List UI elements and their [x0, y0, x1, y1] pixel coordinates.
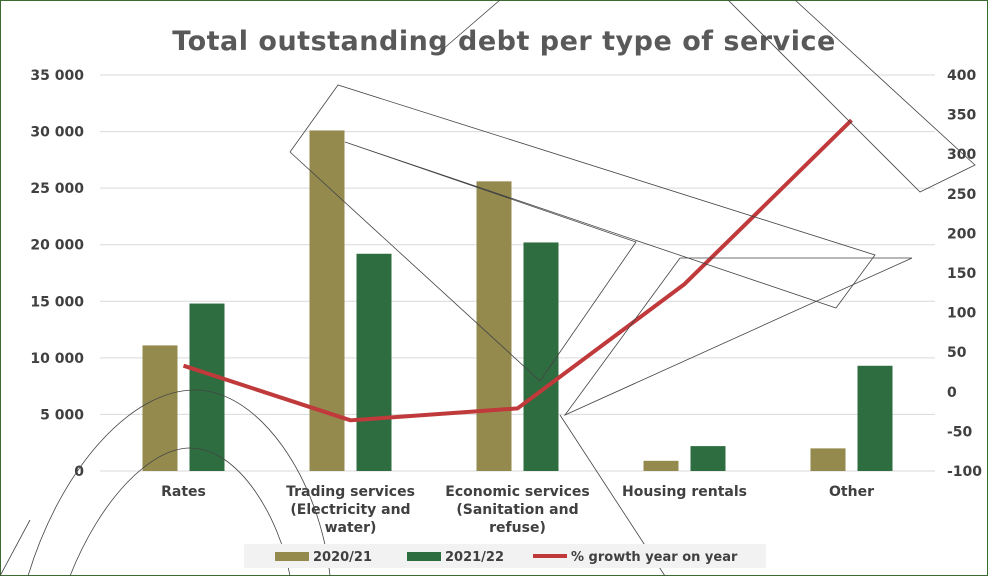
category-label: water)	[325, 520, 377, 536]
outline-arc	[27, 389, 331, 576]
left-axis-tick-label: 5 000	[40, 407, 84, 423]
bar	[523, 242, 559, 471]
category-label: refuse)	[489, 520, 546, 536]
bar	[309, 130, 345, 471]
left-axis-tick-label: 25 000	[30, 181, 84, 197]
bar	[810, 448, 846, 471]
left-axis-tick-label: 15 000	[30, 294, 84, 310]
left-axis-ticks: 0 5 000 10 000 15 000 20 000 25 000 30 000 35 0…	[30, 68, 84, 480]
right-axis-tick-label: -50	[947, 424, 973, 440]
right-axis-tick-label: 300	[947, 147, 976, 163]
outline-line	[441, 0, 501, 51]
category-label: Rates	[161, 484, 206, 500]
growth-line-path	[182, 118, 853, 423]
category-label: Housing rentals	[622, 484, 747, 500]
category-label: Trading services	[286, 484, 415, 500]
outline-shape	[289, 84, 876, 382]
outline-line	[0, 519, 31, 576]
right-axis-tick-label: 400	[947, 68, 976, 84]
legend-label: % growth year on year	[571, 550, 738, 565]
legend-box	[244, 544, 766, 568]
legend-label: 2020/21	[313, 550, 372, 565]
legend-swatch	[275, 552, 309, 561]
bar	[643, 460, 679, 471]
category-label: (Sanitation and	[456, 502, 578, 518]
right-axis-tick-label: 150	[947, 266, 976, 282]
bar	[857, 365, 893, 471]
outline-shape	[563, 257, 913, 416]
bar	[356, 253, 392, 471]
category-label: Other	[829, 484, 874, 500]
chart-title: Total outstanding debt per type of servi…	[172, 26, 836, 57]
bar	[690, 446, 726, 471]
right-axis-tick-label: 0	[947, 385, 957, 401]
right-axis-tick-label: 50	[947, 345, 967, 361]
category-labels: Rates Trading services (Electricity and wat…	[161, 484, 874, 536]
left-axis-tick-label: 30 000	[30, 125, 84, 141]
legend: 2020/21 2021/22 % growth year on year	[244, 544, 766, 568]
growth-line	[182, 118, 853, 423]
left-axis-tick-label: 10 000	[30, 351, 84, 367]
right-axis-tick-label: 200	[947, 226, 976, 242]
left-axis-tick-label: 20 000	[30, 238, 84, 254]
legend-swatch	[407, 552, 441, 561]
right-axis-tick-label: 350	[947, 108, 976, 124]
bar	[189, 303, 225, 471]
bar	[142, 345, 178, 471]
right-axis-tick-label: -100	[947, 464, 982, 480]
outline-arc	[69, 447, 291, 576]
category-label: (Electricity and	[290, 502, 410, 518]
right-axis-tick-label: 100	[947, 306, 976, 322]
bars	[142, 130, 893, 471]
left-axis-tick-label: 0	[74, 464, 84, 480]
legend-label: 2021/22	[445, 550, 504, 565]
right-axis-ticks: -100 -50 0 50 100 150 200 250 300 350 400	[947, 68, 982, 480]
outline-shape	[727, 0, 976, 193]
right-axis-tick-label: 250	[947, 187, 976, 203]
category-label: Economic services	[445, 484, 589, 500]
left-axis-tick-label: 35 000	[30, 68, 84, 84]
gridlines	[100, 74, 935, 472]
bar	[476, 181, 512, 471]
